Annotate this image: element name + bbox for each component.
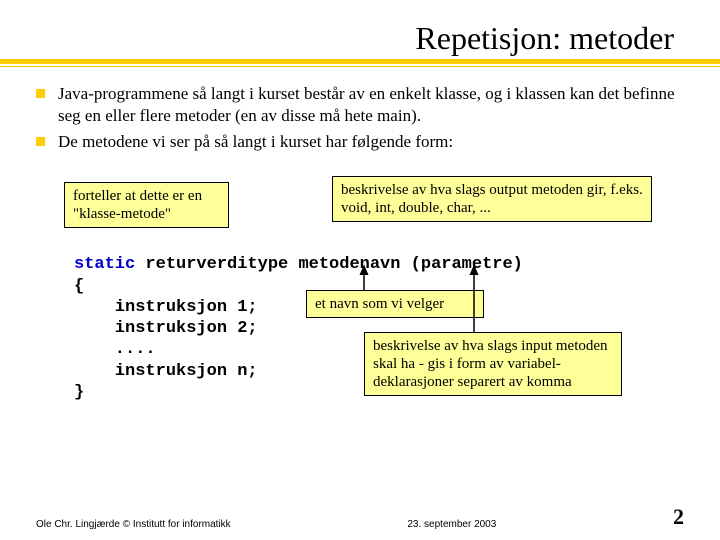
code-line: { <box>74 277 84 296</box>
code-line: .... <box>74 340 156 359</box>
footer-author: Ole Chr. Lingjærde © Institutt for infor… <box>36 519 231 530</box>
code-line: } <box>74 383 84 402</box>
bullet-item: De metodene vi ser på så langt i kurset … <box>36 131 684 153</box>
slide-title: Repetisjon: metoder <box>36 20 684 57</box>
footer-page-number: 2 <box>673 504 684 530</box>
callout-parameters: beskrivelse av hva slags input metoden s… <box>364 332 622 396</box>
upper-boxes: forteller at dette er en "klasse-metode"… <box>36 176 684 246</box>
code-line: instruksjon 1; <box>74 298 258 317</box>
callout-returntype: beskrivelse av hva slags output metoden … <box>332 176 652 222</box>
code-line: returverditype metodenavn (parametre) <box>135 255 523 274</box>
bullet-list: Java-programmene så langt i kurset bestå… <box>36 83 684 152</box>
footer-date: 23. september 2003 <box>407 519 496 530</box>
title-underline <box>36 59 684 65</box>
bullet-item: Java-programmene så langt i kurset bestå… <box>36 83 684 127</box>
code-area: static returverditype metodenavn (parame… <box>36 254 684 403</box>
slide-footer: Ole Chr. Lingjærde © Institutt for infor… <box>36 504 684 530</box>
callout-methodname: et navn som vi velger <box>306 290 484 318</box>
code-keyword: static <box>74 255 135 274</box>
code-line: instruksjon n; <box>74 362 258 381</box>
callout-static: forteller at dette er en "klasse-metode" <box>64 182 229 228</box>
code-line: instruksjon 2; <box>74 319 258 338</box>
